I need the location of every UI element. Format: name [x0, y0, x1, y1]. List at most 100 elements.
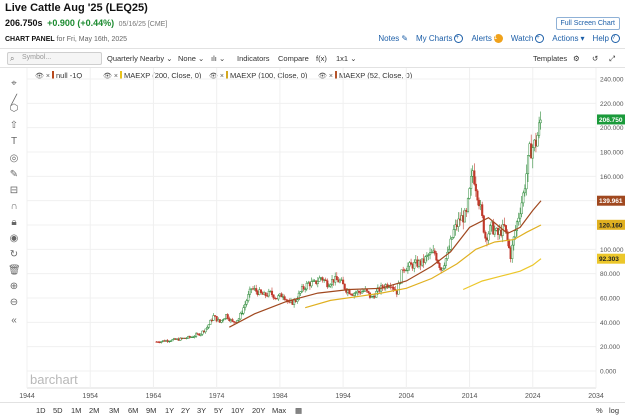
symbol-input[interactable]: Symbol...: [7, 52, 102, 65]
arrow-up-icon[interactable]: ⇧: [9, 120, 19, 131]
trash-icon[interactable]: 🗑︎: [8, 265, 21, 276]
watch-button[interactable]: Watch +: [511, 34, 545, 43]
legend-label: MAEXP (200, Close, 0): [123, 71, 202, 80]
candle-body: [520, 202, 523, 215]
calendar-icon[interactable]: ▦: [295, 406, 303, 415]
x-tick-label: 1984: [272, 393, 288, 400]
eye-icon[interactable]: ◉: [9, 233, 19, 244]
undo-icon[interactable]: ↺: [592, 54, 599, 63]
ruler-icon[interactable]: ⊟: [9, 185, 19, 196]
redo-icon[interactable]: ↻: [9, 249, 19, 260]
candle-body: [536, 135, 539, 147]
line-tool-icon[interactable]: ╱: [10, 95, 18, 106]
candle-body: [237, 318, 240, 321]
candle-body: [443, 265, 446, 269]
magnet-icon[interactable]: ∩: [10, 201, 18, 212]
candle-body: [473, 170, 476, 185]
actions-menu[interactable]: Actions ▾: [552, 34, 584, 43]
candle-body: [348, 289, 351, 295]
ma-200-line: [462, 258, 542, 291]
period-button-1m[interactable]: 1M: [71, 406, 82, 415]
layout-select[interactable]: 1x1 ⌄: [336, 54, 356, 63]
indicators-button[interactable]: Indicators: [237, 54, 270, 63]
candle-body: [538, 122, 541, 136]
text-tool-icon[interactable]: T: [10, 136, 18, 147]
period-button-3y[interactable]: 3Y: [197, 406, 207, 415]
candle-body: [470, 176, 473, 189]
templates-button[interactable]: Templates: [533, 54, 568, 63]
help-label: Help: [592, 34, 609, 43]
pattern-tool-icon[interactable]: ◎: [9, 153, 19, 164]
period-button-9m[interactable]: 9M: [146, 406, 157, 415]
period-button-1d[interactable]: 1D: [36, 406, 46, 415]
eye-icon[interactable]: 👁: [209, 73, 218, 80]
function-button[interactable]: f(x): [316, 54, 327, 63]
chevron-down-icon: ⌄: [350, 54, 357, 63]
legend-item-maexp-52[interactable]: 👁 × MAEXP (52, Close, 0): [318, 71, 412, 80]
period-button-5d[interactable]: 5D: [53, 406, 63, 415]
candle-body: [503, 224, 506, 226]
percent-toggle[interactable]: %: [596, 406, 603, 415]
shape-tool-icon[interactable]: ⬡: [9, 103, 19, 114]
period-select[interactable]: Quarterly Nearby ⌄: [107, 54, 173, 63]
period-button-10y[interactable]: 10Y: [231, 406, 245, 415]
period-button-6m[interactable]: 6M: [128, 406, 139, 415]
panel-label-text: CHART PANEL: [5, 36, 55, 43]
collapse-icon[interactable]: «: [11, 315, 17, 326]
layout-label: 1x1: [336, 54, 349, 63]
bar-type-select[interactable]: ılı ⌄: [211, 54, 225, 63]
candle-body: [477, 199, 481, 207]
candle-body: [255, 288, 258, 292]
candle-body: [302, 286, 305, 290]
eye-icon[interactable]: 👁: [35, 73, 44, 80]
candle-body: [171, 339, 174, 342]
close-icon[interactable]: ×: [219, 73, 224, 80]
compare-mode-label: None: [178, 54, 196, 63]
candle-body: [207, 324, 210, 328]
close-icon[interactable]: ×: [45, 73, 50, 80]
period-button-5y[interactable]: 5Y: [214, 406, 224, 415]
period-button-2y[interactable]: 2Y: [181, 406, 191, 415]
period-button-2m[interactable]: 2M: [89, 406, 100, 415]
zoom-out-icon[interactable]: ⊖: [9, 297, 19, 308]
candle-body: [357, 290, 360, 293]
period-button-max[interactable]: Max: [272, 406, 287, 415]
legend-item-maexp-100[interactable]: 👁 × MAEXP (100, Close, 0): [209, 71, 307, 80]
x-tick-label: 2024: [525, 393, 541, 400]
crosshair-icon[interactable]: ⌖: [11, 78, 17, 89]
candle-body: [212, 315, 215, 321]
notes-button[interactable]: Notes ✎: [378, 34, 408, 43]
alerts-label: Alerts: [471, 34, 492, 43]
period-button-20y[interactable]: 20Y: [252, 406, 266, 415]
full-screen-chart-button[interactable]: Full Screen Chart: [555, 17, 620, 30]
quote-line: 206.750s +0.900 (+0.44%) 05/16/25 [CME]: [5, 18, 167, 28]
candle-body: [522, 192, 525, 204]
legend-item-null[interactable]: 👁 × null -1Q: [35, 71, 82, 80]
my-charts-label: My Charts: [416, 34, 453, 43]
compare-button[interactable]: Compare: [278, 54, 309, 63]
x-tick-label: 1944: [19, 393, 35, 400]
lock-icon[interactable]: 🔒︎: [11, 217, 17, 228]
close-icon[interactable]: ×: [113, 73, 118, 80]
legend-item-maexp-200[interactable]: 👁 × MAEXP (200, Close, 0): [103, 71, 201, 80]
candle-body: [324, 279, 327, 281]
help-button[interactable]: Help?: [593, 34, 620, 43]
period-button-3m[interactable]: 3M: [109, 406, 120, 415]
log-toggle[interactable]: log: [609, 406, 620, 415]
my-charts-button[interactable]: My Charts +: [416, 34, 464, 43]
candle-body: [248, 288, 251, 295]
gear-icon[interactable]: ⚙: [573, 54, 580, 63]
period-button-1y[interactable]: 1Y: [165, 406, 175, 415]
eye-icon[interactable]: 👁: [318, 73, 327, 80]
chevron-down-icon: ⌄: [166, 54, 173, 63]
eye-icon[interactable]: 👁: [103, 73, 112, 80]
zoom-in-icon[interactable]: ⊕: [9, 281, 19, 292]
candle-body: [413, 262, 416, 269]
candle-body: [410, 262, 413, 265]
alerts-button[interactable]: Alerts 1: [471, 34, 503, 43]
close-icon[interactable]: ×: [328, 73, 333, 80]
fullscreen-icon[interactable]: ⤢: [609, 54, 615, 63]
compare-mode-select[interactable]: None ⌄: [178, 54, 204, 63]
brush-icon[interactable]: ✎: [9, 169, 19, 180]
